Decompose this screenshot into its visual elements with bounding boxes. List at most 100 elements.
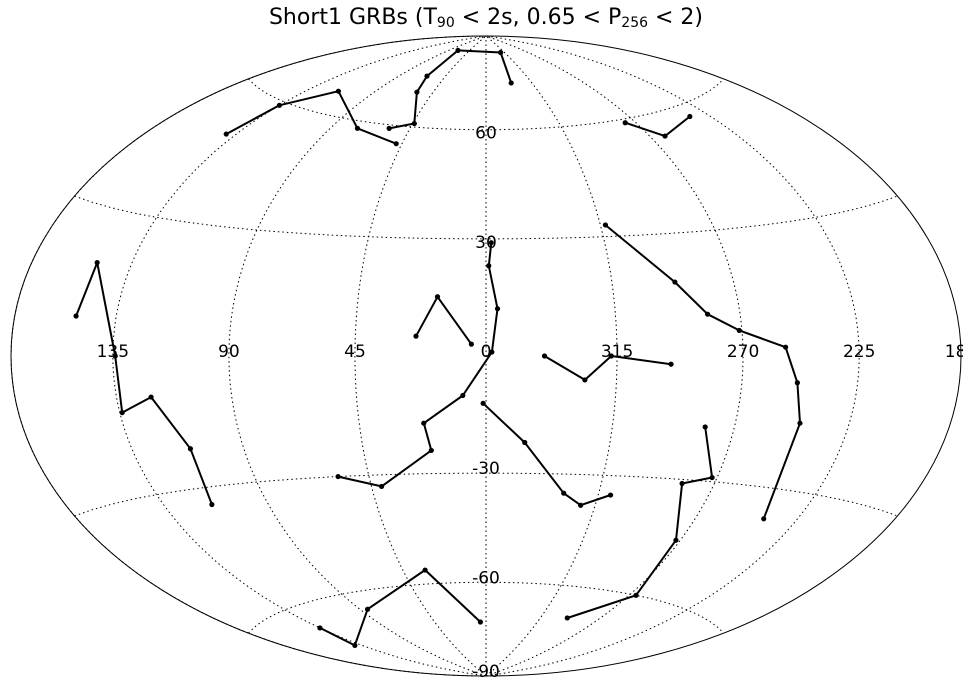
grb-point (421, 420, 427, 426)
grb-point (608, 353, 614, 359)
grb-point (578, 502, 584, 508)
grb-point (622, 120, 628, 126)
tree-edge (543, 355, 672, 381)
grb-point (386, 125, 392, 132)
tree-edge (415, 295, 473, 345)
grid-meridian (112, 35, 487, 677)
y-tick-label: -90 (472, 662, 500, 678)
grb-point (354, 125, 361, 131)
grid-meridian (228, 35, 487, 677)
grb-point (522, 439, 528, 446)
grb-point (794, 380, 800, 386)
title-part: < 2s, 0.65 < P (455, 5, 622, 30)
tree-edge (319, 569, 482, 647)
grb-point (561, 490, 567, 496)
title-part: Short1 GRBs (T (269, 5, 437, 30)
grb-point (607, 492, 614, 498)
grb-point (317, 625, 323, 631)
grb-point (633, 592, 639, 598)
grb-point (508, 80, 514, 86)
title-subscript: 256 (621, 15, 648, 31)
grb-point (489, 349, 495, 355)
grb-point (119, 409, 125, 416)
tree-edge (482, 402, 611, 507)
x-tick-label: 90 (218, 342, 240, 362)
grb-point (352, 642, 358, 649)
grb-point (797, 420, 803, 426)
grb-point (276, 102, 283, 108)
grb-point (422, 567, 428, 573)
grb-point (668, 361, 674, 367)
grb-point (335, 473, 341, 480)
grid-meridian (354, 35, 487, 677)
x-tick-label: 270 (727, 342, 759, 362)
grb-point (434, 294, 441, 300)
grb-point (679, 480, 685, 487)
tree-edge (604, 224, 801, 520)
grb-point (687, 113, 693, 120)
grb-point (488, 240, 494, 246)
tree-edge (566, 426, 714, 619)
grb-point (335, 88, 341, 94)
y-tick-label: -60 (472, 568, 500, 588)
grid-parallel (74, 195, 898, 240)
grb-point (148, 394, 154, 400)
tree-edge (624, 115, 691, 138)
grb-point (411, 120, 417, 127)
chart-title: Short1 GRBs (T90 < 2s, 0.65 < P256 < 2) (269, 5, 703, 31)
grb-point (393, 141, 399, 147)
grb-point (782, 344, 789, 350)
grb-point (73, 313, 79, 319)
tree-edge (337, 242, 499, 488)
grb-point (468, 341, 474, 347)
y-tick-label: -30 (472, 459, 500, 479)
grb-point (378, 483, 385, 490)
grb-point (94, 260, 100, 266)
grb-point (480, 400, 486, 406)
grid-meridian (485, 35, 618, 677)
grb-point (455, 47, 461, 54)
grb-point (460, 392, 466, 399)
grb-point (541, 353, 548, 359)
title-subscript: 90 (437, 15, 455, 31)
grb-point (223, 131, 229, 137)
x-tick-label: 0 (481, 342, 492, 362)
grb-point (702, 424, 708, 430)
grb-point (564, 615, 570, 621)
tree-edge (75, 261, 213, 505)
grb-point (209, 501, 215, 508)
y-tick-label: 60 (475, 124, 497, 144)
grb-point (736, 327, 742, 334)
grb-point (662, 133, 668, 139)
grb-point (413, 333, 419, 339)
tree-edge (225, 90, 397, 145)
pole-tick (485, 675, 487, 677)
x-tick-label: 135 (97, 342, 129, 362)
grb-point (112, 353, 118, 359)
grid-meridian (10, 35, 487, 677)
grb-point (364, 606, 371, 612)
grb-point (428, 447, 434, 454)
grid-parallel (74, 472, 898, 517)
title-part: < 2) (648, 5, 703, 30)
grb-point (673, 537, 679, 543)
grid-parallel (248, 78, 724, 131)
grb-point (498, 49, 504, 56)
grb-point (709, 474, 715, 481)
grid-parallel (248, 581, 724, 634)
grb-point (424, 73, 430, 79)
x-tick-label: 225 (843, 342, 875, 362)
grb-point (602, 222, 609, 228)
grb-point (761, 516, 767, 522)
x-tick-label: 180 (945, 342, 963, 362)
grb-point (494, 306, 501, 312)
tree-edge (388, 49, 513, 130)
x-tick-label: 45 (344, 342, 366, 362)
grb-point (477, 619, 484, 625)
grb-point (672, 279, 678, 285)
grb-point (582, 377, 588, 383)
grb-point (486, 263, 492, 269)
grb-point (704, 311, 711, 317)
